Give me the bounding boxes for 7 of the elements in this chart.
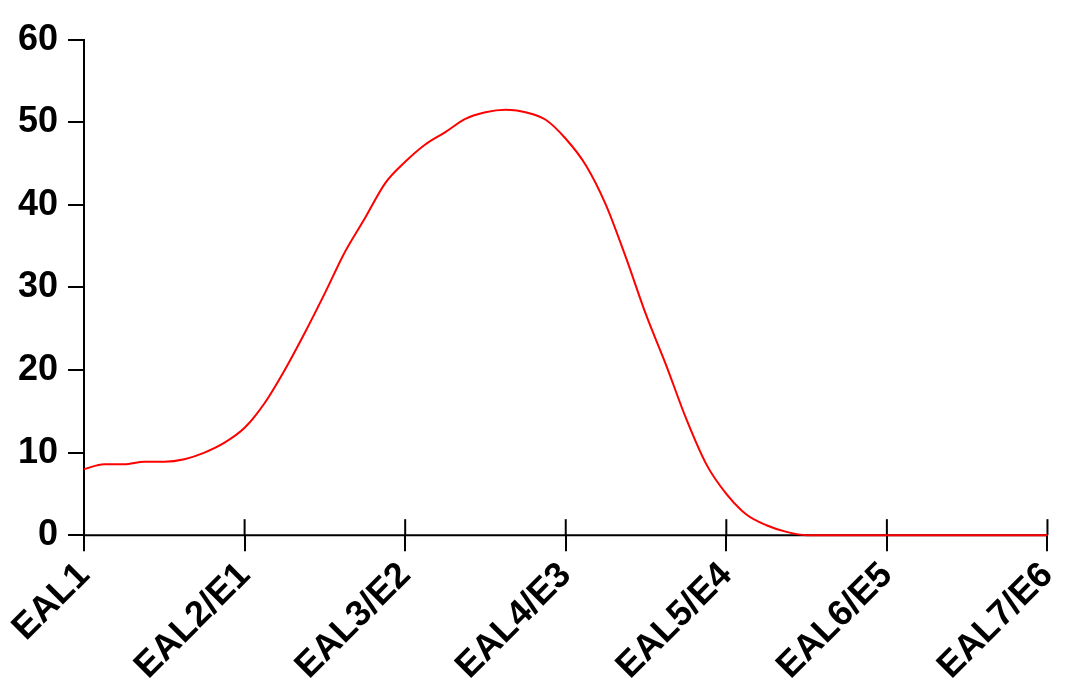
y-tick-label: 40 (18, 181, 59, 223)
y-tick-label: 0 (38, 512, 59, 554)
y-tick-label: 10 (18, 429, 59, 471)
y-tick-label: 30 (18, 264, 59, 306)
y-tick-label: 60 (18, 16, 59, 58)
y-tick-label: 20 (18, 346, 59, 388)
y-tick-label: 50 (18, 99, 59, 141)
